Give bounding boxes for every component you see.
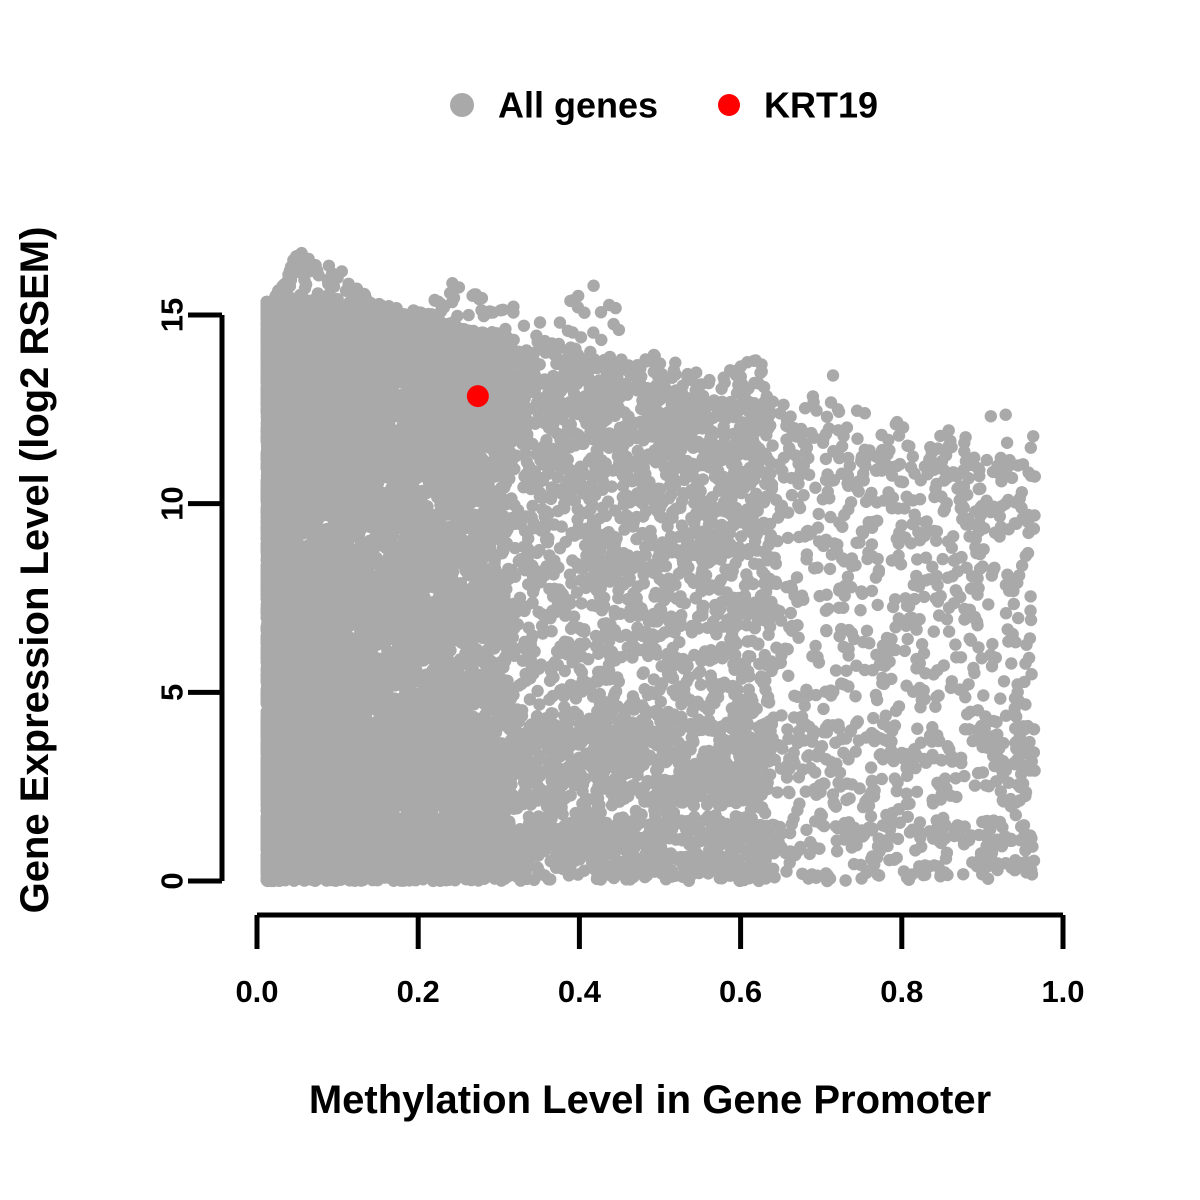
y-tick-label: 5 (155, 684, 190, 701)
x-tick-label: 0.4 (558, 974, 602, 1009)
x-tick-label: 1.0 (1041, 974, 1084, 1009)
x-axis-title: Methylation Level in Gene Promoter (309, 1078, 991, 1122)
y-tick-label: 10 (155, 486, 190, 520)
all-genes-point-cloud (260, 246, 1042, 888)
legend-label-krt19: KRT19 (764, 85, 878, 126)
x-axis-tick-labels: 0.0 0.2 0.4 0.6 0.8 1.0 (235, 974, 1084, 1009)
krt19-highlight-point[interactable] (466, 385, 489, 408)
legend-marker-krt19 (718, 94, 740, 116)
legend: All genes KRT19 (450, 85, 878, 126)
x-tick-label: 0.2 (397, 974, 440, 1009)
x-tick-label: 0.0 (235, 974, 278, 1009)
legend-marker-all-genes (450, 93, 474, 117)
y-tick-label: 0 (155, 872, 190, 889)
x-tick-label: 0.6 (719, 974, 762, 1009)
x-tick-label: 0.8 (880, 974, 923, 1009)
y-tick-label: 15 (155, 298, 190, 332)
axis-lines-and-ticks (188, 312, 1066, 949)
y-axis-title: Gene Expression Level (log2 RSEM) (13, 227, 57, 914)
legend-label-all-genes: All genes (498, 85, 658, 126)
y-axis-tick-labels: 0 5 10 15 (155, 298, 190, 890)
